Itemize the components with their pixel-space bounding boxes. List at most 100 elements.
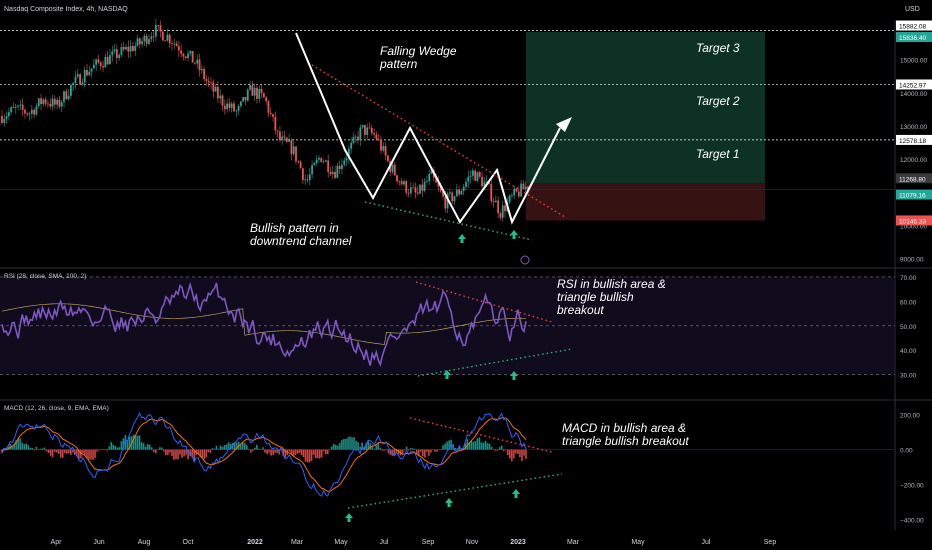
candle-body — [122, 46, 125, 50]
macd-histogram-bar — [213, 448, 216, 450]
target-zone — [526, 32, 765, 184]
macd-histogram-bar — [106, 449, 109, 451]
macd-up-arrow-1 — [345, 513, 353, 522]
rsi-line — [1, 281, 527, 368]
macd-histogram-bar — [118, 447, 121, 450]
price-label-box — [896, 32, 932, 43]
macd-histogram-bar — [116, 447, 119, 450]
macd-histogram-bar — [434, 449, 436, 452]
macd-histogram-bar — [45, 449, 48, 452]
candle-body — [171, 43, 173, 44]
macd-histogram-bar — [82, 449, 84, 454]
macd-histogram-bar — [47, 449, 50, 454]
candle-body — [56, 99, 59, 105]
macd-histogram-bar — [163, 449, 165, 452]
macd-histogram-bar — [306, 449, 309, 463]
macd-histogram-bar — [183, 449, 185, 457]
macd-histogram-bar — [353, 437, 355, 450]
candle-body — [366, 127, 369, 135]
target-arrow-head — [556, 117, 572, 132]
macd-histogram-bar — [161, 447, 163, 450]
macd-histogram-bar — [49, 449, 52, 456]
macd-histogram-bar — [332, 443, 335, 450]
macd-histogram-bar — [343, 438, 345, 450]
candle-body — [382, 146, 385, 151]
candle-body — [258, 89, 261, 99]
macd-histogram-bar — [266, 449, 268, 455]
candle-body — [276, 130, 279, 132]
candle-body — [511, 195, 513, 197]
candle-body — [274, 116, 277, 131]
macd-tick-label: 0.00 — [900, 448, 913, 455]
macd-histogram-bar — [84, 449, 86, 456]
macd-histogram-bar — [468, 442, 471, 450]
macd-histogram-bar — [78, 449, 80, 460]
candle-body — [513, 188, 516, 196]
macd-histogram-bar — [470, 440, 473, 450]
candle-body — [205, 79, 208, 81]
candle-body — [292, 146, 295, 155]
candle-body — [136, 38, 139, 46]
x-axis-label: Oct — [183, 539, 194, 546]
macd-histogram-bar — [229, 443, 232, 450]
macd-histogram-bar — [219, 445, 222, 450]
macd-histogram-bar — [379, 448, 382, 450]
macd-histogram-bar — [436, 449, 438, 452]
currency-label: USD — [905, 6, 920, 13]
candle-body — [313, 162, 316, 166]
candle-body — [492, 201, 495, 203]
candle-body — [288, 140, 291, 142]
macd-histogram-bar — [337, 445, 339, 450]
macd-histogram-bar — [17, 437, 19, 450]
macd-histogram-bar — [254, 447, 256, 450]
candle-body — [435, 177, 438, 183]
macd-histogram-bar — [290, 449, 293, 455]
candle-body — [168, 34, 171, 44]
macd-histogram-bar — [7, 446, 9, 450]
macd-support-line — [347, 473, 563, 509]
macd-histogram-bar — [110, 441, 113, 450]
candle-body — [352, 136, 355, 143]
macd-histogram-bar — [98, 449, 100, 451]
wedge-zigzag — [295, 32, 561, 225]
macd-histogram-bar — [488, 443, 491, 450]
macd-histogram-bar — [221, 446, 224, 450]
macd-histogram-bar — [80, 449, 82, 459]
macd-histogram-bar — [486, 443, 489, 450]
macd-histogram-bar — [96, 449, 98, 452]
candle-body — [1, 116, 3, 123]
candle-body — [118, 54, 121, 58]
candle-body — [145, 35, 148, 44]
macd-histogram-bar — [357, 442, 359, 450]
macd-histogram-bar — [140, 442, 143, 450]
candle-body — [343, 160, 346, 165]
macd-histogram-bar — [438, 449, 440, 451]
x-axis-label: Nov — [466, 539, 479, 546]
candle-body — [21, 104, 24, 110]
candle-body — [449, 192, 451, 194]
macd-histogram-bar — [509, 449, 511, 459]
price-label-text: 14252.97 — [899, 82, 926, 89]
candle-body — [437, 182, 440, 187]
macd-histogram-bar — [27, 445, 30, 450]
macd-histogram-bar — [227, 442, 230, 450]
macd-histogram-bar — [448, 440, 450, 450]
candle-body — [33, 109, 36, 115]
macd-histogram-bar — [373, 448, 376, 450]
candle-body — [92, 64, 95, 69]
macd-histogram-bar — [205, 449, 208, 458]
candle-body — [384, 146, 387, 156]
macd-histogram-bar — [159, 447, 161, 450]
macd-histogram-bar — [179, 449, 181, 455]
x-axis-label: Sep — [422, 539, 435, 546]
price-label-box — [896, 134, 932, 145]
macd-histogram-bar — [181, 449, 183, 458]
candle-body — [430, 170, 433, 174]
macd-histogram-bar — [393, 449, 396, 457]
candle-body — [30, 109, 33, 114]
candle-body — [228, 103, 231, 108]
candle-body — [189, 50, 192, 54]
candle-body — [375, 134, 378, 139]
candle-body — [111, 51, 114, 56]
